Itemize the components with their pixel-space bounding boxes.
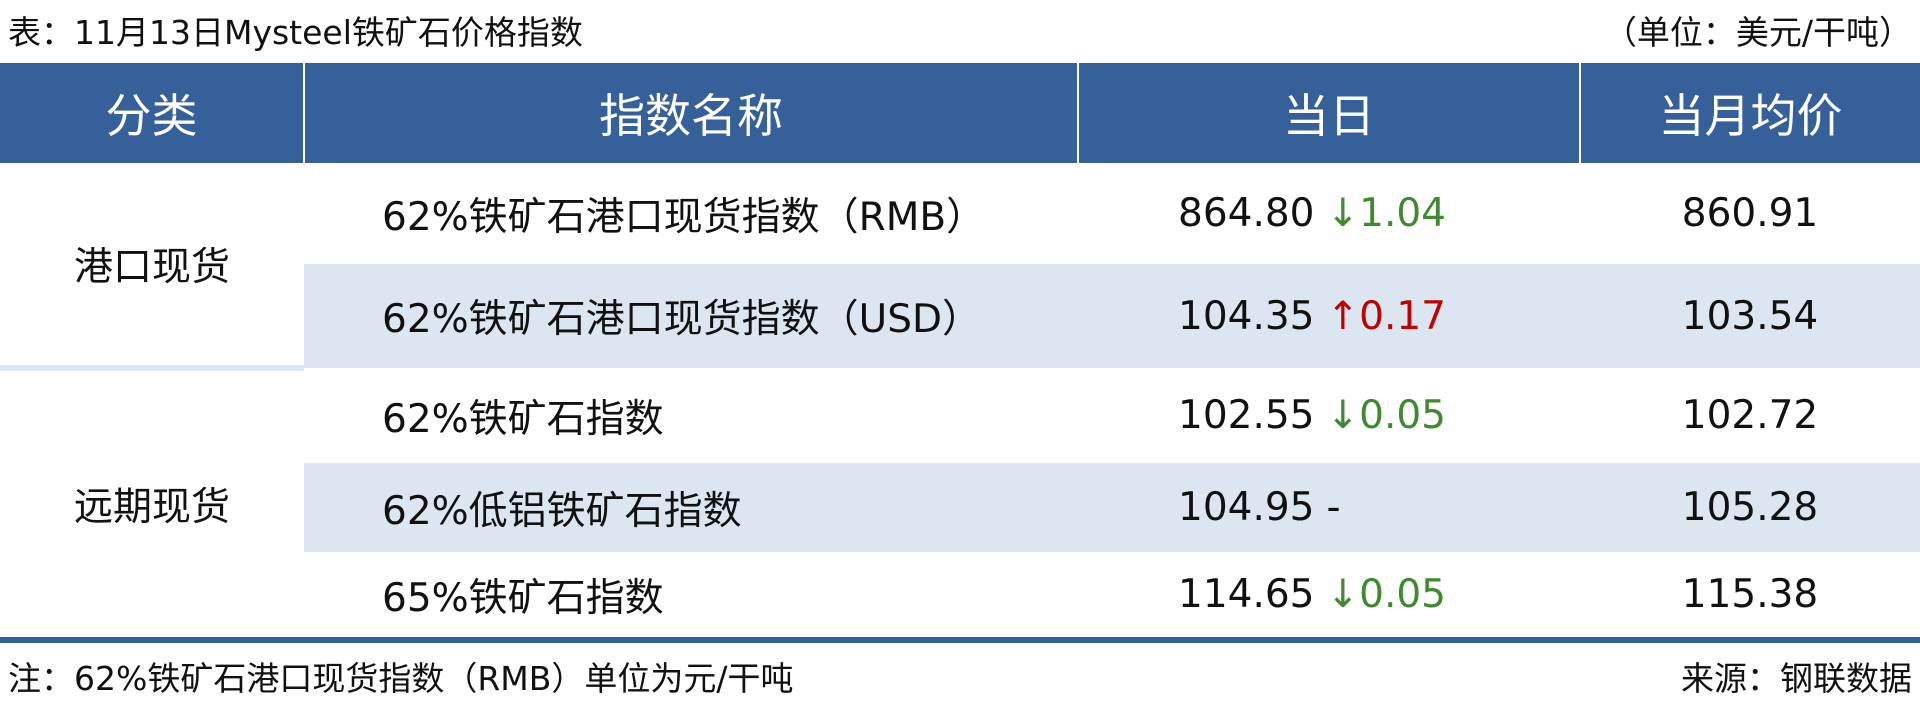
category-cell: 港口现货 [0, 163, 304, 368]
change-arrow: ↓ [1326, 572, 1360, 617]
table-row: 62%铁矿石港口现货指数（USD） 104.35 ↑0.17 103.54 [0, 264, 1920, 368]
header-cell: 当日 [1077, 63, 1580, 163]
table-body: 港口现货 62%铁矿石港口现货指数（RMB） 864.80 ↓1.04 860.91 62… [0, 163, 1920, 640]
today-value: 114.65 [1178, 572, 1315, 617]
month-avg: 103.54 [1580, 264, 1920, 368]
header-cell: 指数名称 [303, 63, 1078, 163]
note: 注：62%铁矿石港口现货指数（RMB）单位为元/干吨 [8, 659, 794, 698]
header-row: 分类 指数名称 当日 当月均价 [0, 63, 1920, 163]
index-name: 62%铁矿石指数 [382, 396, 664, 442]
month-avg: 860.91 [1681, 191, 1819, 236]
index-name: 62%低铝铁矿石指数 [304, 463, 1078, 552]
index-name: 62%铁矿石港口现货指数（RMB） [382, 194, 986, 240]
today-value: 104.35 [1178, 293, 1315, 339]
change-value: - [1326, 485, 1341, 530]
change-value: 1.04 [1359, 191, 1446, 236]
source: 来源：钢联数据 [1681, 659, 1912, 698]
change-arrow: ↑ [1326, 293, 1360, 339]
change-arrow: ↓ [1326, 191, 1360, 236]
change-value: 0.05 [1359, 572, 1446, 617]
change: ↑0.17 [1326, 294, 1446, 339]
unit: （单位：美元/干吨） [1603, 13, 1912, 52]
table-row: 远期现货 62%铁矿石指数 102.55 ↓0.05 102.72 [0, 365, 1920, 640]
change-value: 0.17 [1359, 293, 1446, 339]
change: - [1326, 485, 1340, 530]
change: ↓1.04 [1326, 191, 1446, 236]
footer: 注：62%铁矿石港口现货指数（RMB）单位为元/干吨 来源：钢联数据 [0, 646, 1920, 706]
change-value: 0.05 [1359, 393, 1446, 438]
today-cell: 104.95- [1078, 463, 1580, 552]
month-avg: 105.28 [1580, 463, 1920, 552]
title: 表：11月13日Mysteel铁矿石价格指数 [8, 13, 583, 52]
today-value: 864.80 [1178, 191, 1315, 236]
table-row: 62%低铝铁矿石指数 104.95-105.28 [0, 463, 1920, 552]
today-cell: 102.55 ↓0.05 [1078, 368, 1580, 463]
change-arrow: ↓ [1326, 393, 1360, 438]
change: ↓0.05 [1326, 572, 1446, 617]
category-cell: 远期现货 [0, 365, 304, 640]
index-name: 62%铁矿石港口现货指数（USD） [304, 264, 1078, 368]
month-avg: 102.72 [1681, 393, 1819, 438]
change: ↓0.05 [1326, 393, 1446, 438]
header-cell: 当月均价 [1579, 63, 1920, 163]
title-bar: 表：11月13日Mysteel铁矿石价格指数 （单位：美元/干吨） [0, 0, 1920, 60]
index-name: 65%铁矿石指数 [382, 575, 664, 621]
index-table: 分类 指数名称 当日 当月均价 港口现货 62%铁矿石港口现货指数（RMB） 864.80… [0, 63, 1920, 643]
today-value: 104.95 [1178, 485, 1315, 530]
header-cell: 分类 [0, 63, 304, 163]
today-value: 102.55 [1178, 393, 1315, 438]
month-avg: 115.38 [1681, 572, 1819, 617]
today-cell: 104.35 ↑0.17 [1078, 264, 1580, 368]
today-cell: 114.65 ↓0.05 [1078, 552, 1580, 640]
table-row: 港口现货 62%铁矿石港口现货指数（RMB） 864.80 ↓1.04 860.91 [0, 163, 1920, 368]
table-row: 65%铁矿石指数 114.65 ↓0.05 115.38 [0, 552, 1920, 640]
today-cell: 864.80 ↓1.04 [1078, 163, 1580, 264]
